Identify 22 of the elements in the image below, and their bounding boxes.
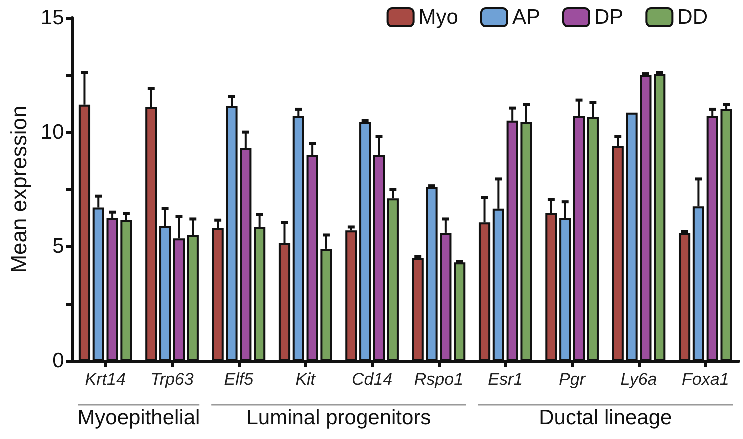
x-tick-label: Cd14: [352, 370, 393, 389]
legend-label: DD: [678, 6, 708, 29]
x-tick-label: Pgr: [559, 370, 587, 389]
legend-label: DP: [594, 6, 624, 29]
text: Ductal lineage: [539, 406, 672, 430]
y-axis-title: Mean expression: [6, 106, 32, 274]
legend-label: AP: [512, 6, 540, 29]
y-tick-label: 0: [52, 350, 64, 372]
x-tick-label: Esr1: [488, 370, 524, 389]
x-tick-label: Ly6a: [620, 370, 658, 389]
x-tick-label: Rspo1: [414, 370, 464, 389]
x-tick-label: Foxa1: [682, 370, 730, 389]
y-tick-label: 10: [40, 120, 64, 144]
x-tick-label: Trp63: [150, 370, 194, 389]
text: Myoepithelial: [78, 406, 200, 430]
x-tick-label: Kit: [296, 370, 317, 389]
text: Luminal progenitors: [246, 406, 432, 430]
x-tick-label: Krt14: [85, 370, 126, 389]
y-tick-label: 5: [52, 235, 64, 258]
y-tick-label: 15: [40, 6, 64, 30]
x-tick-label: Elf5: [224, 370, 254, 389]
legend-label: Myo: [418, 6, 458, 29]
